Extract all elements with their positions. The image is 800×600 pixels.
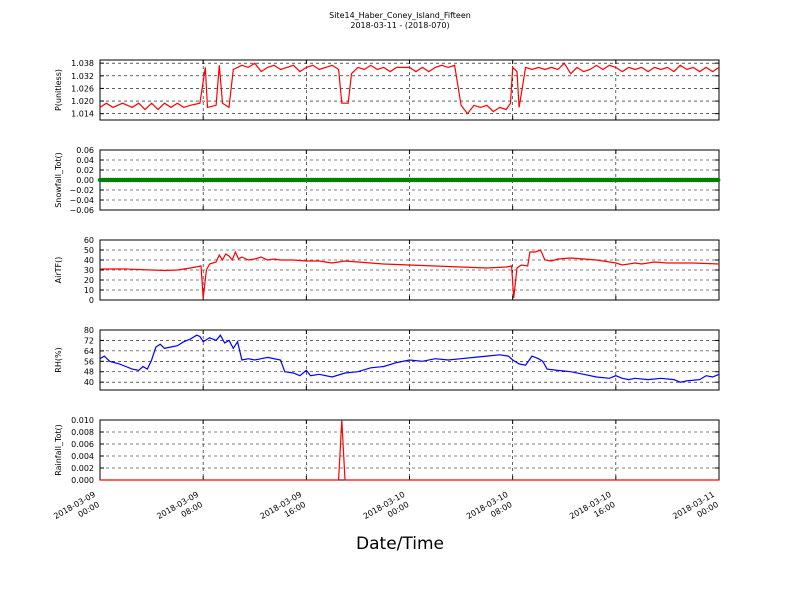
panel-5-ytick-label: 0.004 (71, 452, 94, 461)
panel-2-ytick-label: −0.04 (69, 196, 94, 205)
panel-2-ytick-label: −0.06 (69, 206, 94, 215)
panel-1-ytick-label: 1.038 (71, 59, 94, 68)
panel-3-series-line (100, 249, 719, 299)
panel-2-ytick-label: −0.02 (69, 186, 94, 195)
panel-3-ytick-label: 60 (84, 236, 94, 245)
panel-3-ytick-label: 50 (84, 246, 94, 255)
panel-4-ytick-label: 64 (84, 347, 94, 356)
panel-1-ylabel: P(unitless) (54, 69, 63, 111)
panel-4-ytick-label: 80 (84, 326, 94, 335)
chart-title: Site14_Haber_Coney_Island_Fifteen (329, 11, 471, 20)
panel-3-ylabel: AirTF() (54, 257, 63, 284)
panel-5-ytick-label: 0.002 (71, 464, 94, 473)
panel-3-ytick-label: 30 (84, 266, 94, 275)
panel-2-ytick-label: 0.04 (76, 156, 94, 165)
chart-subtitle: 2018-03-11 - (2018-070) (350, 21, 450, 30)
panel-1-ytick-label: 1.020 (71, 97, 94, 106)
panel-2-ytick-label: 0.02 (76, 166, 94, 175)
panel-1-ytick-label: 1.032 (71, 72, 94, 81)
panel-3-ytick-label: 0 (89, 296, 94, 305)
panel-2-ytick-label: 0.00 (76, 176, 94, 185)
panel-3-ytick-label: 10 (84, 286, 94, 295)
panel-5-ytick-label: 0.008 (71, 428, 94, 437)
panel-4-ytick-label: 48 (84, 368, 94, 377)
panel-2-ytick-label: 0.06 (76, 146, 94, 155)
panel-5-ylabel: Rainfall_Tot() (54, 424, 63, 476)
panel-3-ytick-label: 20 (84, 276, 94, 285)
panel-5-ytick-label: 0.010 (71, 416, 94, 425)
panel-2-ylabel: Snowfall_Tot() (54, 152, 63, 208)
panel-4-series-line (100, 334, 719, 383)
panel-3-ytick-label: 40 (84, 256, 94, 265)
panel-2-series-marker (716, 177, 721, 183)
panel-1-ytick-label: 1.014 (71, 110, 94, 119)
panel-5-ytick-label: 0.006 (71, 440, 94, 449)
panel-4-ytick-label: 40 (84, 378, 94, 387)
panel-4-ytick-label: 56 (84, 357, 94, 366)
x-axis-label: Date/Time (356, 534, 444, 554)
panel-1-series-line (100, 62, 719, 115)
panel-5-series-line (100, 419, 719, 481)
panel-5-ytick-label: 0.000 (71, 476, 94, 485)
panel-1-ytick-label: 1.026 (71, 84, 94, 93)
panel-4-ytick-label: 72 (84, 336, 94, 345)
panel-4-ylabel: RH(%) (54, 347, 63, 372)
